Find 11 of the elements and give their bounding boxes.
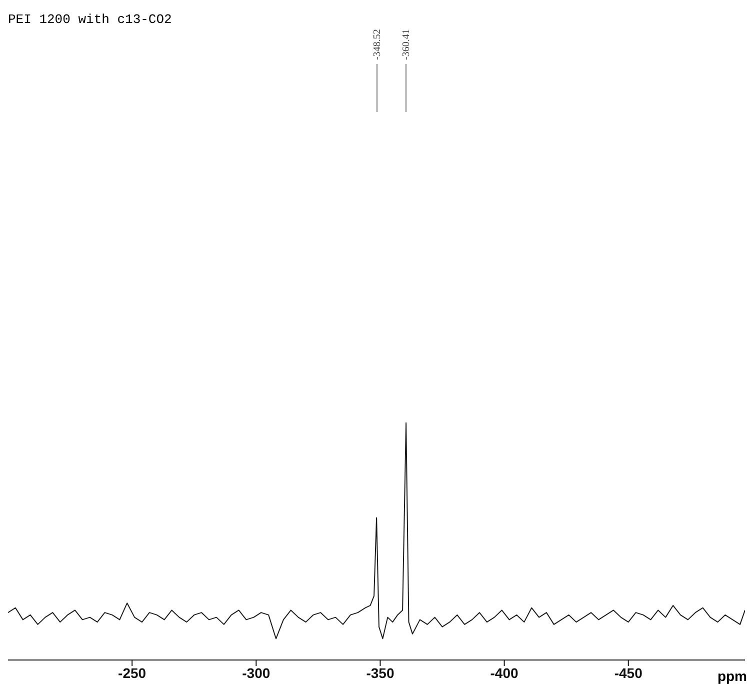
x-tick-label: -300: [242, 664, 270, 681]
x-tick-label: -450: [614, 664, 643, 681]
peak-label: -348.52: [370, 12, 383, 112]
x-tick-label: -350: [366, 664, 394, 681]
chart-title: PEI 1200 with c13-CO2: [8, 12, 172, 27]
x-tick-label: -400: [490, 664, 519, 681]
x-tick-label: -250: [118, 664, 146, 681]
x-axis-title: ppm: [717, 668, 747, 684]
peak-label: -360.41: [400, 12, 412, 112]
annotation: -348.52: [372, 29, 383, 60]
annotation: -360.41: [401, 29, 412, 60]
